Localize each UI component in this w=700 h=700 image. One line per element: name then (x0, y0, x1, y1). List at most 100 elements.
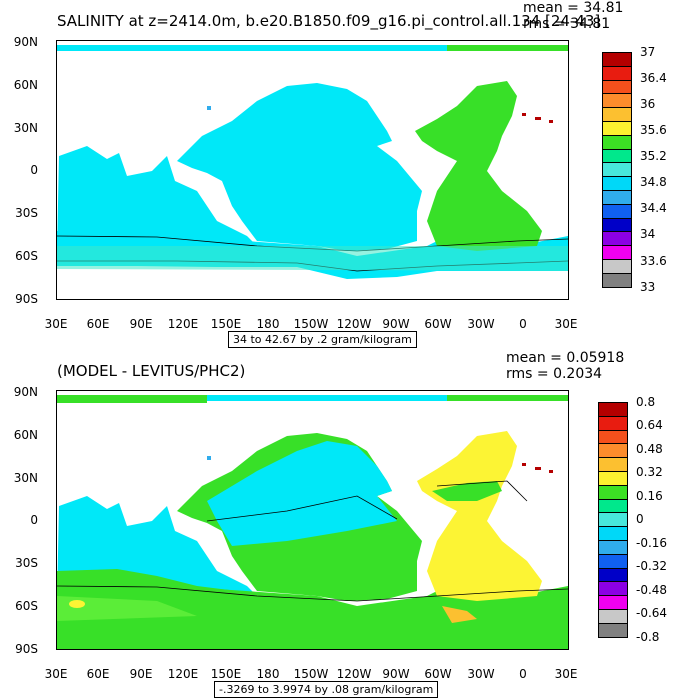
y-label-60s: 60S (15, 599, 38, 613)
salinity-colorbar-box (602, 52, 632, 67)
x-label-120w: 120W (336, 317, 372, 331)
salinity-mean: mean = 34.81 (523, 0, 624, 16)
salinity-colorbar-box (602, 272, 632, 288)
salinity-colorbar-box (602, 134, 632, 150)
x-label-30e-end: 30E (554, 667, 578, 681)
difference-colorbar-box (598, 443, 628, 459)
salinity-colorbar-box (602, 93, 632, 109)
difference-colorbar-label: -0.8 (636, 629, 660, 644)
difference-colorbar-label: 0.48 (636, 441, 663, 456)
salinity-colorbar-box (602, 259, 632, 274)
x-label-90e: 90E (129, 317, 153, 331)
difference-colorbar-label: 0 (636, 512, 644, 527)
difference-colorbar-label: 0.8 (636, 395, 656, 409)
salinity-colorbar-box (602, 190, 632, 205)
x-label-180: 180 (256, 317, 280, 331)
salinity-title: SALINITY at z=2414.0m, b.e20.B1850.f09_g… (57, 12, 601, 30)
difference-colorbar-box (598, 595, 628, 610)
salinity-colorbar-box (602, 79, 632, 95)
x-label-30e: 30E (44, 317, 68, 331)
x-label-0: 0 (519, 667, 527, 681)
salinity-colorbar-box (602, 148, 632, 164)
y-label-90n: 90N (13, 385, 38, 399)
difference-colorbar-box (598, 622, 628, 638)
salinity-colorbar-label: 33 (640, 279, 656, 294)
y-label-60n: 60N (13, 78, 38, 92)
x-label-120e: 120E (167, 317, 199, 331)
difference-colorbar-box (598, 609, 628, 624)
difference-mean: mean = 0.05918 (506, 350, 625, 366)
difference-colorbar-box (598, 540, 628, 555)
difference-colorbar-box (598, 512, 628, 528)
y-label-30n: 30N (13, 471, 38, 485)
x-label-120w: 120W (336, 667, 372, 681)
y-label-60s: 60S (15, 249, 38, 263)
difference-colorbar-box (598, 484, 628, 500)
difference-range-label: -.3269 to 3.9974 by .08 gram/kilogram (214, 681, 439, 698)
difference-rms: rms = 0.2034 (506, 366, 603, 382)
x-label-150w: 150W (293, 317, 329, 331)
difference-colorbar-box (598, 498, 628, 514)
x-label-60w: 60W (424, 667, 452, 681)
y-label-30s: 30S (15, 206, 38, 220)
x-label-150e: 150E (210, 667, 242, 681)
salinity-range-label: 34 to 42.67 by .2 gram/kilogram (228, 331, 417, 348)
x-label-0: 0 (519, 317, 527, 331)
salinity-colorbar-label: 37 (640, 45, 656, 59)
difference-colorbar: 0.8 0.64 0.48 0.32 0.16 0 -0.16 -0.32 -0.48 -0.64… (598, 395, 698, 644)
difference-colorbar-box (598, 553, 628, 569)
salinity-colorbar-label: 33.6 (640, 253, 667, 268)
salinity-colorbar-label: 34.8 (640, 175, 667, 190)
y-label-0: 0 (30, 163, 38, 177)
salinity-colorbar-label: 34 (640, 227, 656, 242)
difference-colorbar-box (598, 526, 628, 541)
difference-colorbar-label: -0.16 (636, 535, 668, 550)
salinity-map (56, 40, 569, 300)
y-label-30s: 30S (15, 556, 38, 570)
difference-colorbar-label: -0.48 (636, 582, 668, 597)
salinity-colorbar-label: 34.4 (640, 201, 667, 216)
y-label-90s: 90S (15, 642, 38, 656)
x-label-60w: 60W (424, 317, 452, 331)
x-label-30w: 30W (467, 317, 495, 331)
difference-panel: (MODEL - LEVITUS/PHC2) mean = 0.05918 rm… (0, 350, 700, 700)
difference-colorbar-box (598, 471, 628, 486)
x-label-150w: 150W (293, 667, 329, 681)
x-label-90e: 90E (129, 667, 153, 681)
y-label-30n: 30N (13, 121, 38, 135)
salinity-colorbar-label: 35.2 (640, 149, 667, 164)
difference-colorbar-label: 0.16 (636, 488, 663, 503)
y-label-0: 0 (30, 513, 38, 527)
salinity-panel: SALINITY at z=2414.0m, b.e20.B1850.f09_g… (13, 0, 692, 348)
difference-title: (MODEL - LEVITUS/PHC2) (57, 362, 246, 380)
salinity-colorbar-box (602, 162, 632, 178)
salinity-colorbar: 37 36.4 36 35.6 35.2 34.8 34.4 34 33.6 33 (602, 45, 692, 294)
salinity-rms: rms = 34.81 (523, 16, 611, 32)
difference-colorbar-box (598, 429, 628, 445)
y-label-90n: 90N (13, 35, 38, 49)
x-label-30e: 30E (44, 667, 68, 681)
x-label-150e: 150E (210, 317, 242, 331)
difference-colorbar-box (598, 402, 628, 417)
difference-map (56, 390, 569, 650)
x-label-60e: 60E (86, 667, 110, 681)
x-label-120e: 120E (167, 667, 199, 681)
x-label-180: 180 (256, 667, 280, 681)
salinity-colorbar-label: 36 (640, 97, 656, 112)
salinity-colorbar-box (602, 203, 632, 219)
x-label-60e: 60E (86, 317, 110, 331)
x-label-30e-end: 30E (554, 317, 578, 331)
difference-colorbar-label: -0.32 (636, 559, 668, 574)
salinity-colorbar-box (602, 217, 632, 233)
difference-colorbar-box (598, 457, 628, 472)
x-label-90w: 90W (382, 667, 410, 681)
difference-colorbar-box (598, 415, 628, 431)
y-label-90s: 90S (15, 292, 38, 306)
salinity-colorbar-box (602, 245, 632, 260)
difference-colorbar-box (598, 581, 628, 597)
salinity-colorbar-box (602, 231, 632, 247)
difference-colorbar-label: 0.32 (636, 465, 663, 480)
x-label-90w: 90W (382, 317, 410, 331)
salinity-colorbar-box (602, 107, 632, 122)
salinity-colorbar-label: 36.4 (640, 71, 667, 86)
